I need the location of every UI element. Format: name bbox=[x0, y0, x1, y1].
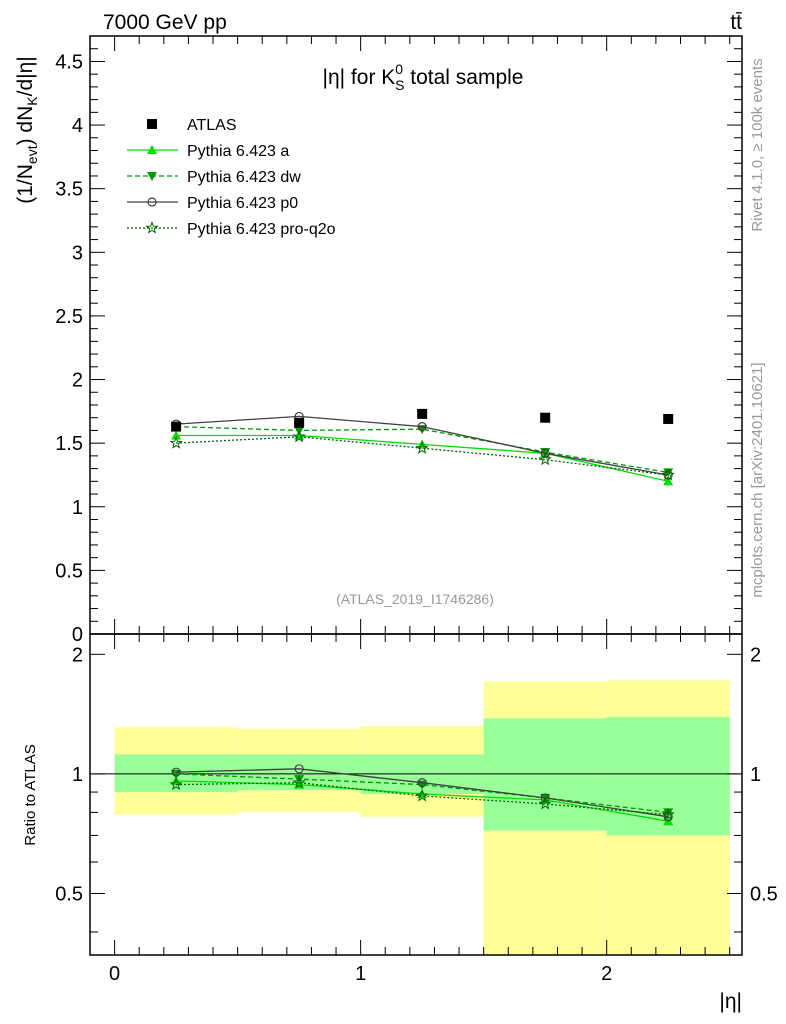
ratio-series-point-3 bbox=[415, 789, 429, 802]
data-point-atlas bbox=[540, 412, 551, 423]
rivet-version-label: Rivet 4.1.0, ≥ 100k events bbox=[749, 58, 766, 231]
main-series-line-2 bbox=[176, 415, 669, 476]
main-title: |η| for K0 S total sample bbox=[323, 61, 524, 93]
ratio-series-point-2 bbox=[540, 793, 550, 803]
main-series-point-3 bbox=[661, 468, 675, 481]
ratio-series-line-1 bbox=[176, 773, 669, 814]
main-ytick-label: 3.5 bbox=[55, 179, 83, 201]
process-label: tt̄ bbox=[730, 11, 742, 34]
ratio-ytick-label-right: 0.5 bbox=[750, 883, 778, 905]
ratio-series-point-3 bbox=[538, 797, 552, 810]
main-ytick-label: 4.5 bbox=[55, 51, 83, 73]
ratio-panel: 0.5 0.5 1 1 2 2 0 1 2 bbox=[55, 633, 778, 985]
ratio-series-point-2 bbox=[171, 767, 181, 777]
legend-label-2: Pythia 6.423 dw bbox=[187, 169, 301, 186]
legend-marker-0 bbox=[147, 119, 157, 129]
main-panel: 0 0.5 1 1.5 2 2.5 3 3.5 4 4.5 bbox=[55, 35, 743, 646]
main-ytick-label: 0 bbox=[72, 624, 83, 646]
ratio-series-point-2 bbox=[417, 778, 427, 788]
ratio-xtick-label: 2 bbox=[601, 963, 612, 985]
ratio-ytick-label: 1 bbox=[72, 764, 83, 786]
data-point-atlas bbox=[294, 417, 305, 428]
ratio-series-point-1 bbox=[294, 775, 305, 785]
legend-label-3: Pythia 6.423 p0 bbox=[187, 195, 298, 212]
mcplots-label: mcplots.cern.ch [arXiv:2401.10621] bbox=[749, 362, 766, 597]
main-series-point-2 bbox=[540, 448, 550, 458]
ratio-series-point-2 bbox=[663, 812, 673, 822]
ratio-ytick-label-right: 1 bbox=[750, 764, 761, 786]
ratio-series-line-2 bbox=[176, 768, 669, 818]
legend-label-0: ATLAS bbox=[187, 117, 237, 134]
legend-marker-4 bbox=[145, 221, 159, 234]
ratio-ylabel: Ratio to ATLAS bbox=[22, 744, 39, 845]
main-ytick-label: 4 bbox=[72, 115, 83, 137]
data-point-atlas bbox=[417, 408, 428, 419]
main-series-point-2 bbox=[417, 422, 427, 432]
ratio-stat-band bbox=[483, 718, 607, 831]
main-series-point-3 bbox=[169, 436, 183, 449]
ratio-series-point-3 bbox=[169, 777, 183, 791]
ratio-ytick-label: 0.5 bbox=[55, 883, 83, 905]
main-series-point-0 bbox=[663, 476, 674, 486]
main-series-point-3 bbox=[538, 452, 552, 466]
ratio-series-point-3 bbox=[292, 775, 306, 789]
legend-marker-1 bbox=[147, 145, 157, 154]
legend: ATLAS Pythia 6.423 a Pythia 6.423 dw Pythia… bbox=[127, 117, 336, 238]
energy-label: 7000 GeV pp bbox=[103, 11, 227, 34]
analysis-id: (ATLAS_2019_I1746286) bbox=[336, 591, 494, 607]
ratio-series-point-3 bbox=[661, 807, 675, 821]
main-series-point-0 bbox=[171, 430, 182, 440]
ratio-frame bbox=[89, 633, 743, 956]
main-series-point-3 bbox=[415, 441, 429, 454]
main-ytick-label: 1 bbox=[72, 497, 83, 519]
legend-marker-2 bbox=[147, 172, 157, 181]
data-point-atlas bbox=[663, 413, 674, 424]
main-series-point-2 bbox=[663, 470, 673, 480]
data-point-atlas bbox=[171, 421, 182, 432]
main-ytick-label: 3 bbox=[72, 242, 83, 264]
legend-marker-3 bbox=[147, 197, 157, 207]
ratio-ytick-label: 2 bbox=[72, 644, 83, 666]
ratio-xtick-label: 1 bbox=[355, 963, 366, 985]
ratio-ytick-label-right: 2 bbox=[750, 644, 761, 666]
ratio-series-point-2 bbox=[294, 764, 304, 774]
x-axis-label: |η| bbox=[719, 990, 742, 1013]
main-ytick-label: 1.5 bbox=[55, 433, 83, 455]
main-ytick-label: 2.5 bbox=[55, 306, 83, 328]
main-ytick-label: 0.5 bbox=[55, 560, 83, 582]
main-series-point-1 bbox=[663, 468, 674, 478]
main-series-line-1 bbox=[176, 425, 669, 474]
main-ylabel: (1/Nevt) dNK/d|η| bbox=[14, 56, 40, 204]
legend-label-4: Pythia 6.423 pro-q2o bbox=[187, 221, 336, 238]
ratio-xtick-label: 0 bbox=[109, 963, 120, 985]
main-ytick-label: 2 bbox=[72, 370, 83, 392]
legend-label-1: Pythia 6.423 a bbox=[187, 143, 289, 160]
main-series-point-3 bbox=[292, 429, 306, 443]
